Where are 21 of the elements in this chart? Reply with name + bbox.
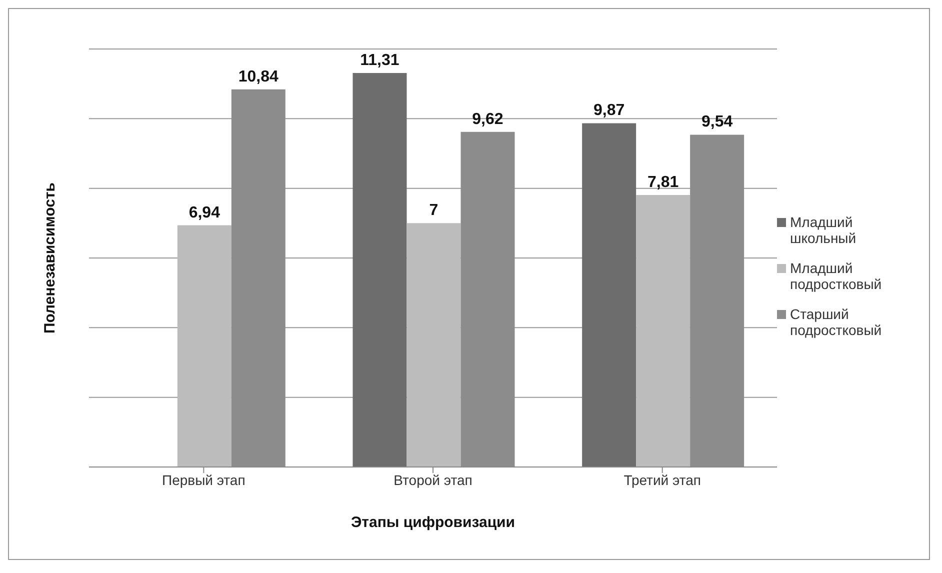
x-tick-label: Третий этап bbox=[624, 472, 701, 488]
bar bbox=[406, 223, 461, 467]
data-label: 10,84 bbox=[238, 68, 279, 86]
y-axis-title: Поленезависимость bbox=[41, 182, 58, 334]
bar bbox=[582, 123, 636, 467]
data-label: 7,81 bbox=[647, 174, 679, 191]
data-label: 9,62 bbox=[472, 110, 504, 128]
x-tick-label: Первый этап bbox=[162, 472, 246, 488]
data-label: 11,31 bbox=[360, 52, 400, 70]
data-label: 9,87 bbox=[593, 102, 625, 120]
bar bbox=[352, 73, 407, 467]
x-axis-title: Этапы цифровизации bbox=[351, 514, 515, 531]
data-label: 7 bbox=[429, 202, 438, 220]
x-tick-label: Второй этап bbox=[394, 472, 472, 488]
data-label: 6,94 bbox=[188, 204, 220, 222]
bar bbox=[636, 194, 690, 467]
legend-label: Старший подростковый bbox=[790, 306, 883, 338]
legend-label: Младший подростковый bbox=[790, 260, 883, 292]
bar bbox=[177, 225, 232, 467]
data-label: 9,54 bbox=[701, 114, 733, 131]
legend-label: Младший школьный bbox=[790, 214, 858, 246]
